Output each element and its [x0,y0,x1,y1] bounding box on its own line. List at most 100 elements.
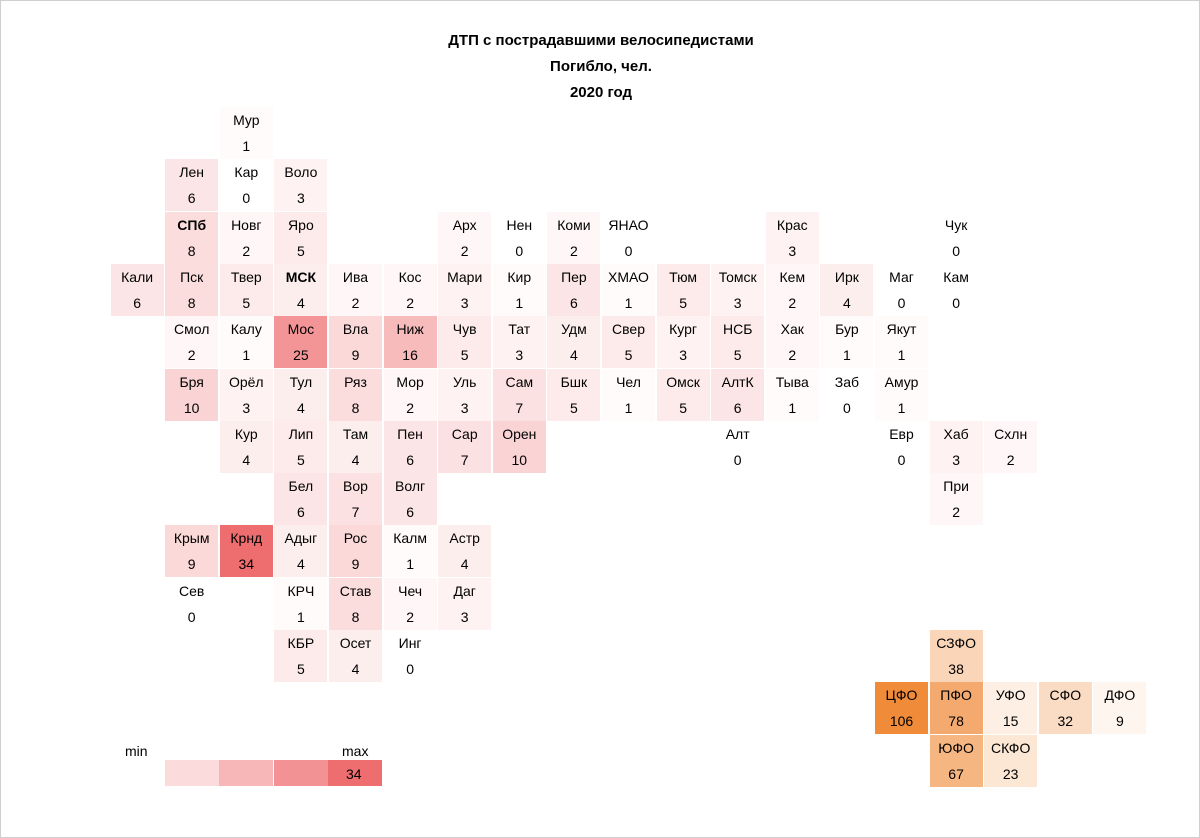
region-cell: Чув 5 [438,316,492,369]
region-cell: Бур 1 [820,316,874,369]
region-cell: Ниж 16 [383,316,437,369]
region-value: 4 [296,399,305,416]
region-name: Вла [342,321,369,338]
region-cell: Чук 0 [929,211,983,264]
district-name: СФО [1049,687,1082,704]
region-name: Кур [234,425,258,442]
region-value: 1 [897,399,906,416]
region-name: Новг [231,216,262,233]
region-name: Уль [452,373,477,390]
region-cell: Даг 3 [438,577,492,630]
region-cell: Калу 1 [219,316,273,369]
region-value: 5 [242,294,251,311]
region-value: 0 [952,242,960,259]
region-cell: Вла 9 [329,316,382,369]
region-cell: Свер 5 [602,316,655,369]
region-name: Крас [776,216,808,233]
region-value: 3 [460,608,469,625]
region-value: 3 [788,242,797,259]
region-cell: Лип 5 [274,420,328,473]
region-cell: Яро 5 [274,211,328,264]
region-cell: Омск 5 [656,368,710,421]
region-value: 5 [733,347,742,364]
region-value: 6 [733,399,742,416]
region-cell: Уль 3 [438,368,492,421]
region-value: 16 [402,347,418,364]
region-value: 4 [842,294,851,311]
region-value: 1 [406,556,414,573]
region-value: 1 [842,347,851,364]
region-value: 0 [897,294,906,311]
region-cell: Заб 0 [820,368,874,421]
region-cell: КРЧ 1 [274,577,328,630]
region-name: Твер [230,268,262,285]
region-value: 3 [733,294,742,311]
region-value: 9 [351,347,360,364]
region-cell: Коми 2 [547,211,601,264]
region-name: Схлн [994,425,1028,442]
region-name: Евр [889,425,914,442]
region-name: Крым [173,530,210,547]
region-cell: Инг 0 [383,630,437,682]
region-cell: Бря 10 [165,368,219,421]
region-value: 2 [788,294,797,311]
region-value: 0 [733,451,742,468]
region-cell: Маг 0 [875,263,928,316]
region-cell: СПб 8 [165,211,219,264]
region-name: Крнд [230,530,263,547]
district-value: 78 [948,713,964,730]
region-value: 4 [296,294,305,311]
region-value: 1 [624,399,633,416]
region-value: 34 [238,556,255,573]
region-name: НСБ [722,321,753,338]
region-value: 2 [788,347,797,364]
region-value: 6 [406,451,414,468]
legend-max-label: max [342,743,369,759]
region-name: Адыг [284,530,318,547]
region-value: 2 [351,294,360,311]
region-cell: Мор 2 [383,368,437,421]
region-cell: Тат 3 [492,316,546,369]
region-name: Свер [612,321,645,338]
district-value: 67 [948,765,964,782]
region-value: 5 [296,242,305,259]
region-name: При [943,478,969,495]
region-cell: Хак 2 [765,316,819,369]
region-name: Мари [447,268,483,285]
region-value: 7 [460,451,469,468]
region-cell: Крас 3 [765,211,819,264]
region-value: 1 [296,608,305,625]
region-value: 5 [569,399,578,416]
region-name: Томск [718,268,757,285]
district-cell: СЗФО 38 [929,630,983,682]
region-name: Хак [780,321,804,338]
region-value: 6 [187,190,196,207]
district-value: 106 [889,713,914,730]
region-name: Орёл [228,373,264,390]
region-name: Ива [342,268,369,285]
region-value: 2 [406,608,414,625]
region-name: Астр [449,530,480,547]
region-name: ЯНАО [608,216,649,233]
region-value: 2 [187,347,196,364]
region-cell: Мур 1 [219,107,273,159]
region-name: Калу [230,321,262,338]
region-name: Осет [339,635,372,651]
region-cell: Евр 0 [875,420,928,473]
region-value: 5 [679,399,687,416]
region-cell: Волг 6 [383,473,437,526]
region-cell: Став 8 [329,577,382,630]
district-cell: ЦФО 106 [875,682,928,735]
region-cell: Мос 25 [274,316,328,369]
region-name: Кир [507,268,532,285]
region-value: 4 [296,556,305,573]
region-name: Сар [451,425,478,442]
region-cell: Кург 3 [656,316,710,369]
region-name: Пск [180,268,204,285]
region-cell: Пер 6 [547,263,601,316]
district-value: 23 [1002,765,1019,782]
region-name: Маг [889,268,914,285]
region-cell: АлтК 6 [711,368,765,421]
district-value: 32 [1057,713,1074,730]
region-value: 2 [1006,451,1015,468]
